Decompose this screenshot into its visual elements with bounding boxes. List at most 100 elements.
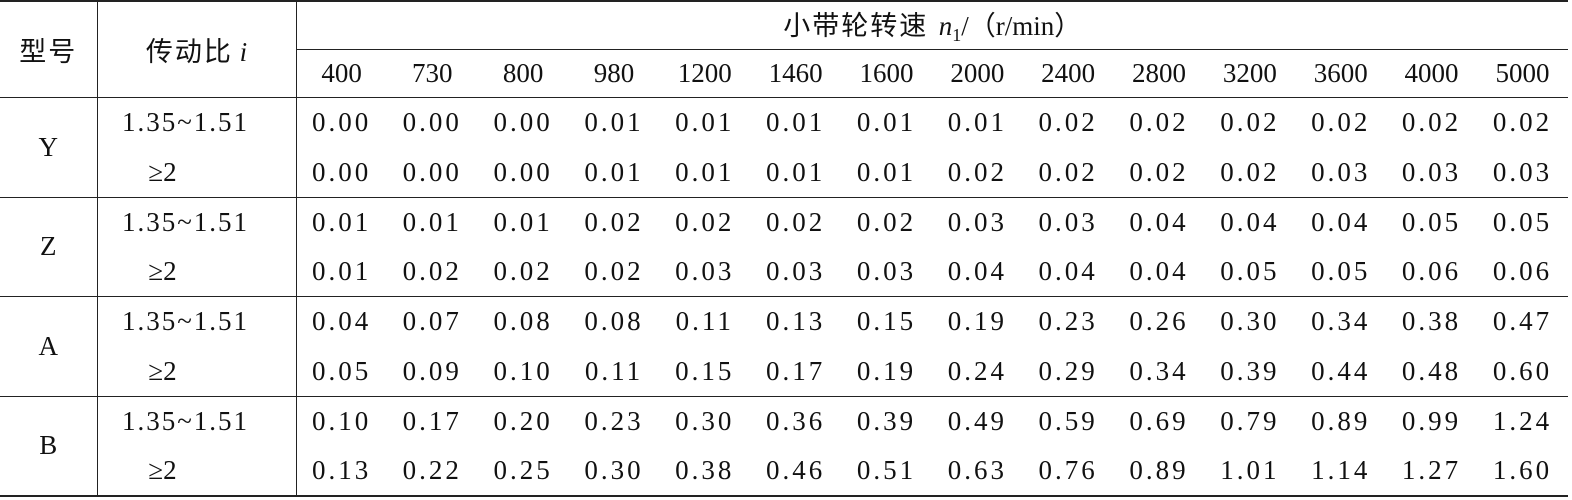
- speed-header-cell: 730: [386, 49, 478, 99]
- value-cell: 0.02: [1492, 107, 1553, 138]
- header-row-2: 400 730 800 980 1200 1460 1600 2000 2400 2800 3200…: [0, 49, 1568, 99]
- value-cell: 0.05: [1295, 246, 1387, 298]
- value-cell: 0.05: [296, 346, 387, 397]
- value-cell: 0.01: [750, 147, 842, 198]
- table-row: Y 1.35~1.51 0.00 0.00 0.00 0.01 0.01 0.01 0.01 0.…: [0, 97, 1568, 198]
- value-cell: 0.15: [856, 306, 917, 337]
- value-cell: 0.25: [493, 455, 553, 486]
- value-cell: 0.03: [1038, 206, 1098, 237]
- model-header-label: 型号: [19, 37, 78, 69]
- value-cell: 0.05: [1401, 206, 1462, 237]
- speed-group-header: 小带轮转速 n1/（r/min）: [296, 1, 1568, 50]
- value-cell: 0.02: [477, 246, 569, 298]
- value-cell: 0.34: [1311, 306, 1371, 337]
- ratio-cell: ≥2: [97, 346, 297, 397]
- value-cell: 0.07: [402, 306, 462, 337]
- value-cell: 1.27: [1401, 455, 1462, 486]
- value-cell: 0.01: [856, 107, 917, 138]
- value-cell: 0.13: [766, 306, 826, 337]
- value-cell: 0.49: [947, 405, 1007, 436]
- value-cell: 0.11: [675, 306, 734, 337]
- value-cell: 1.24: [1492, 405, 1553, 436]
- value-cell: 0.23: [1038, 306, 1098, 337]
- value-cell: 0.11: [568, 346, 660, 397]
- value-cell: 0.63: [947, 455, 1007, 486]
- table-row: ≥2 0.13 0.22 0.25 0.30 0.38 0.46 0.51 0.63 0.76 0.…: [0, 446, 1568, 496]
- value-cell: 0.02: [1129, 107, 1189, 138]
- ratio-cell: 1.35~1.51: [97, 197, 297, 247]
- ratio-header-label: 传动比: [145, 37, 233, 69]
- value-cell: 0.23: [584, 405, 644, 436]
- value-cell: 0.44: [1295, 346, 1387, 397]
- value-cell: 1.60: [1492, 455, 1553, 486]
- value-cell: 0.04: [1311, 206, 1371, 237]
- value-cell: 0.06: [1476, 246, 1568, 298]
- value-cell: 0.01: [841, 147, 932, 198]
- table-row: ≥2 0.05 0.09 0.10 0.11 0.15 0.17 0.19 0.24 0.29 0.…: [0, 346, 1568, 397]
- value-cell: 0.01: [568, 147, 660, 198]
- value-cell: 0.10: [477, 346, 569, 397]
- value-cell: 0.99: [1401, 405, 1462, 436]
- value-cell: 0.04: [931, 246, 1023, 298]
- speed-header-cell: 1200: [659, 49, 751, 99]
- value-cell: 0.03: [947, 206, 1007, 237]
- ratio-header-symbol: i: [239, 37, 248, 68]
- table-row: B 1.35~1.51 0.10 0.17 0.20 0.23 0.30 0.36 0.39 0.…: [0, 396, 1568, 496]
- value-cell: 0.79: [1220, 405, 1280, 436]
- speed-header-symbol: n: [938, 11, 953, 42]
- value-cell: 0.00: [312, 107, 372, 138]
- speed-header-cell: 4000: [1386, 49, 1477, 99]
- speed-header-unit: /（r/min）: [961, 11, 1082, 42]
- value-cell: 0.02: [1022, 147, 1114, 198]
- value-cell: 0.08: [493, 306, 553, 337]
- speed-header-cell: 1600: [841, 49, 932, 99]
- table-row: ≥2 0.00 0.00 0.00 0.01 0.01 0.01 0.01 0.02 0.02 0.…: [0, 147, 1568, 198]
- speed-header-cell: 1460: [750, 49, 842, 99]
- model-cell: Y: [0, 97, 98, 198]
- value-cell: 0.04: [312, 306, 372, 337]
- value-cell: 0.17: [750, 346, 842, 397]
- value-cell: 0.02: [856, 206, 917, 237]
- table-row: ≥2 0.01 0.02 0.02 0.02 0.03 0.03 0.03 0.04 0.04 0.…: [0, 246, 1568, 298]
- value-cell: 0.04: [1022, 246, 1114, 298]
- value-cell: 0.30: [584, 455, 644, 486]
- value-cell: 0.01: [312, 206, 372, 237]
- value-cell: 0.06: [1386, 246, 1477, 298]
- value-cell: 0.20: [493, 405, 553, 436]
- value-cell: 0.02: [1113, 147, 1205, 198]
- speed-header-cell: 3200: [1204, 49, 1296, 99]
- value-cell: 0.03: [750, 246, 842, 298]
- value-cell: 0.04: [1220, 206, 1280, 237]
- value-cell: 0.01: [766, 107, 826, 138]
- value-cell: 0.02: [386, 246, 478, 298]
- value-cell: 0.89: [1311, 405, 1371, 436]
- value-cell: 0.02: [1204, 147, 1296, 198]
- value-cell: 0.00: [477, 147, 569, 198]
- value-cell: 0.01: [296, 246, 387, 298]
- value-cell: 0.30: [675, 405, 735, 436]
- speed-header-subscript: 1: [952, 25, 962, 46]
- ratio-cell: ≥2: [97, 246, 297, 298]
- model-cell: B: [0, 396, 98, 496]
- value-cell: 0.38: [1401, 306, 1462, 337]
- table-row: A 1.35~1.51 0.04 0.07 0.08 0.08 0.11 0.13 0.15 0.…: [0, 296, 1568, 397]
- value-cell: 0.10: [312, 405, 372, 436]
- value-cell: 0.02: [1038, 107, 1098, 138]
- value-cell: 0.04: [1113, 246, 1205, 298]
- speed-header-cell: 980: [568, 49, 660, 99]
- value-cell: 0.09: [386, 346, 478, 397]
- value-cell: 0.02: [1401, 107, 1462, 138]
- value-cell: 0.29: [1022, 346, 1114, 397]
- value-cell: 1.01: [1220, 455, 1280, 486]
- value-cell: 0.46: [766, 455, 826, 486]
- value-cell: 0.60: [1476, 346, 1568, 397]
- value-cell: 0.02: [568, 246, 660, 298]
- value-cell: 0.69: [1129, 405, 1189, 436]
- value-cell: 0.17: [402, 405, 462, 436]
- value-cell: 0.01: [659, 147, 751, 198]
- value-cell: 0.01: [675, 107, 735, 138]
- value-cell: 0.22: [402, 455, 462, 486]
- value-cell: 0.59: [1038, 405, 1098, 436]
